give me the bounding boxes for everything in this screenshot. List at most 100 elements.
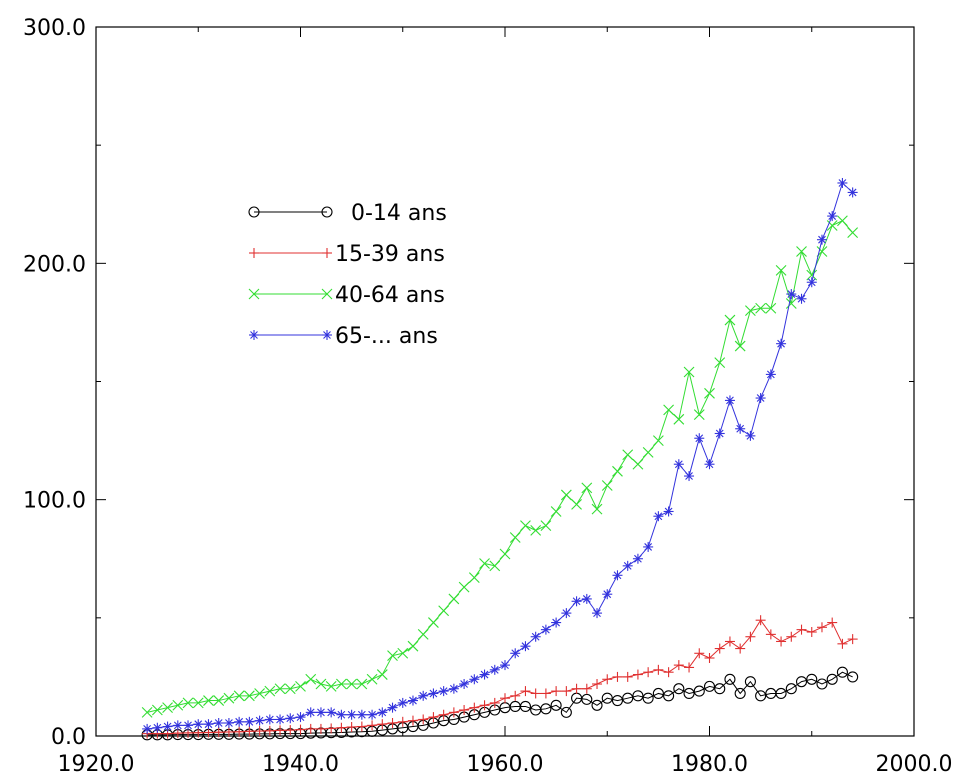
asterisk-stroke [715, 429, 724, 438]
data-point-plus [724, 636, 735, 647]
data-point-x [366, 673, 378, 685]
data-point-x [468, 572, 480, 584]
data-point-asterisk [459, 679, 470, 690]
data-point-circle [540, 703, 552, 715]
asterisk-stroke [323, 331, 331, 339]
asterisk-stroke [552, 618, 561, 627]
data-point-circle [248, 206, 260, 218]
asterisk-stroke [634, 554, 642, 563]
x-stroke [366, 673, 378, 685]
data-point-asterisk [489, 664, 500, 675]
asterisk-stroke [490, 665, 499, 674]
data-point-x [550, 506, 562, 517]
asterisk-stroke [368, 710, 376, 719]
x-stroke [550, 506, 562, 517]
data-point-asterisk [428, 688, 439, 699]
data-point-plus [397, 716, 408, 727]
asterisk-stroke [398, 699, 407, 707]
data-point-x [274, 683, 286, 695]
data-point-x [489, 560, 501, 572]
data-point-asterisk [663, 506, 674, 517]
data-point-asterisk [581, 593, 592, 604]
data-point-circle [744, 676, 756, 688]
data-point-x [847, 227, 859, 238]
x-stroke [264, 685, 276, 697]
x-stroke [652, 435, 664, 446]
data-point-asterisk [694, 433, 705, 444]
x-stroke [346, 678, 358, 690]
legend-item: 0-14 ans [248, 201, 447, 226]
data-point-plus [489, 697, 500, 708]
data-point-plus [571, 683, 582, 694]
data-point-asterisk [244, 716, 255, 727]
data-point-asterisk [336, 709, 347, 720]
asterisk-stroke [378, 708, 387, 717]
data-point-x [765, 302, 777, 314]
legend-label: 0-14 ans [351, 201, 447, 226]
data-point-asterisk [213, 718, 224, 729]
x-stroke [612, 465, 623, 477]
x-stroke [796, 246, 807, 257]
data-point-plus [561, 686, 572, 697]
x-stroke [509, 532, 521, 543]
asterisk-stroke [501, 661, 509, 669]
x-stroke [141, 706, 153, 718]
data-point-x [448, 593, 460, 605]
data-point-x [714, 357, 726, 368]
data-point-x [182, 697, 194, 709]
data-point-circle [755, 690, 767, 702]
data-point-x [673, 413, 685, 425]
x-stroke [305, 673, 317, 685]
data-point-asterisk [612, 570, 623, 581]
data-point-plus [500, 693, 510, 704]
data-point-asterisk [827, 211, 838, 222]
data-point-asterisk [714, 428, 725, 439]
data-point-plus [622, 671, 633, 682]
asterisk-stroke [214, 719, 223, 727]
data-point-x [530, 525, 542, 536]
data-point-circle [321, 206, 333, 218]
data-point-circle [652, 687, 664, 700]
asterisk-stroke [818, 235, 826, 244]
data-point-asterisk [322, 330, 332, 340]
asterisk-stroke [317, 708, 325, 717]
data-point-plus [356, 721, 367, 732]
x-stroke [571, 499, 582, 510]
x-stroke [192, 697, 204, 709]
data-point-circle [785, 683, 797, 695]
asterisk-stroke [644, 543, 653, 551]
data-point-circle [591, 699, 603, 711]
x-stroke [438, 605, 450, 617]
x-stroke [642, 447, 654, 458]
asterisk-stroke [593, 609, 601, 617]
x-stroke [837, 215, 848, 227]
asterisk-stroke [255, 716, 264, 725]
series-line [147, 182, 853, 730]
data-point-x [407, 640, 419, 652]
x-stroke [601, 480, 613, 491]
data-point-asterisk [530, 631, 541, 642]
data-point-circle [775, 687, 787, 700]
data-point-plus [418, 714, 429, 725]
data-point-circle [601, 692, 613, 704]
data-point-plus [244, 726, 255, 737]
x-stroke [428, 617, 439, 628]
data-point-asterisk [510, 648, 521, 659]
x-stroke [151, 704, 163, 716]
data-point-x [622, 449, 634, 461]
data-point-circle [673, 683, 685, 695]
x-stroke [540, 520, 552, 532]
data-point-asterisk [203, 719, 214, 730]
data-point-x [540, 520, 552, 532]
x-stroke [683, 366, 695, 378]
y-tick-label: 100.0 [23, 489, 86, 514]
data-point-circle [847, 671, 859, 683]
data-point-x [254, 688, 265, 699]
asterisk-stroke [235, 717, 244, 726]
data-point-asterisk [643, 541, 654, 552]
data-point-asterisk [193, 719, 204, 730]
asterisk-stroke [429, 689, 438, 698]
asterisk-stroke [542, 625, 550, 634]
data-point-x [734, 340, 746, 352]
x-stroke [765, 302, 777, 314]
